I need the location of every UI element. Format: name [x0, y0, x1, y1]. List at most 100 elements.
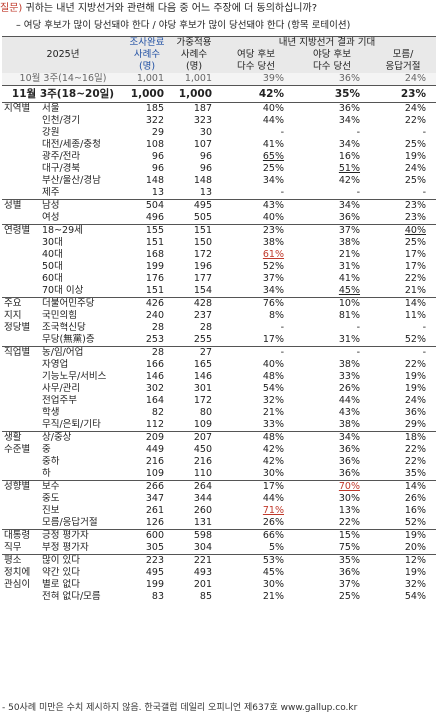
group-label — [2, 212, 40, 225]
weighted-count: 172 — [193, 249, 213, 260]
ruling-party-pct: 30% — [262, 468, 285, 479]
table-row: 하 109 110 30% 36% 35% — [2, 468, 436, 481]
group-label — [2, 151, 40, 163]
group-label — [2, 407, 40, 419]
group-label — [2, 456, 40, 468]
sample-count: 305 — [145, 542, 165, 553]
table-row: 수준별 중 449 450 42% 36% 22% — [2, 444, 436, 456]
sample-count: 199 — [145, 261, 165, 272]
ruling-party-pct: 8% — [268, 310, 285, 321]
unknown-pct: 19% — [404, 567, 427, 578]
unknown-pct: 35% — [404, 468, 427, 479]
weighted-count: 428 — [170, 297, 219, 310]
group-label — [2, 371, 40, 383]
row-label: 모름/응답거절 — [42, 517, 98, 528]
unknown-pct: 18% — [370, 431, 437, 444]
opposition-pct: 81% — [338, 310, 361, 321]
group-label: 직무 — [4, 542, 22, 553]
table-row: 여성 496 505 40% 36% 23% — [2, 212, 436, 225]
table-row: 직무 부정 평가자 305 304 5% 75% 20% — [2, 542, 436, 555]
sample-count: 166 — [145, 359, 165, 370]
group-label: 정당별 — [4, 322, 31, 333]
sample-count: 82 — [151, 407, 165, 418]
ruling-party-pct: 40% — [218, 102, 295, 115]
unknown-pct: 19% — [404, 151, 427, 162]
weighted-count: 450 — [193, 444, 213, 455]
sample-count: 426 — [124, 297, 171, 310]
weighted-count: 151 — [170, 224, 219, 237]
ruling-party-pct: 17% — [262, 334, 285, 345]
opposition-pct: 36% — [338, 212, 361, 223]
header-col-c2: 응답거절 — [370, 61, 437, 73]
sample-count: 155 — [124, 224, 171, 237]
group-label — [2, 163, 40, 175]
table-row: 제주 13 13 - - - — [2, 187, 436, 200]
opposition-pct: 37% — [294, 224, 371, 237]
weighted-count: 107 — [193, 139, 213, 150]
weighted-count: 13 — [199, 187, 213, 198]
weighted-count: 172 — [193, 395, 213, 406]
sample-count: 504 — [124, 199, 171, 212]
unknown-pct: 19% — [404, 383, 427, 394]
table-row: 광주/전라 96 96 65% 16% 19% — [2, 151, 436, 163]
total-label: 11월 3주(18~20일) — [2, 85, 125, 103]
group-label — [2, 273, 40, 285]
unknown-pct: 24% — [370, 102, 437, 115]
unknown-pct: 23% — [404, 212, 427, 223]
unknown-pct: 24% — [404, 163, 427, 174]
opposition-pct: 31% — [338, 261, 361, 272]
opposition-pct: 34% — [338, 139, 361, 150]
ruling-party-pct: 33% — [262, 419, 285, 430]
opposition-pct: 16% — [338, 151, 361, 162]
row-label: 전업주부 — [42, 395, 77, 406]
sample-count: 600 — [124, 529, 171, 542]
row-label: 보수 — [40, 480, 125, 493]
weighted-count: 493 — [193, 567, 213, 578]
unknown-pct: 25% — [404, 237, 427, 248]
header-year: 2025년 — [2, 36, 125, 73]
weighted-count: 264 — [170, 480, 219, 493]
weighted-count: 260 — [193, 505, 213, 516]
row-label: 하 — [42, 468, 51, 479]
row-label: 기능노무/서비스 — [42, 371, 107, 382]
ruling-party-pct: 71% — [262, 505, 285, 516]
opposition-pct: 45% — [338, 285, 361, 296]
row-label: 제주 — [42, 187, 60, 198]
table-row: 60대 176 177 37% 41% 22% — [2, 273, 436, 285]
opposition-pct: 22% — [338, 517, 361, 528]
weighted-count: 150 — [193, 237, 213, 248]
group-label: 성향별 — [2, 480, 40, 493]
table-row: 학생 82 80 21% 43% 36% — [2, 407, 436, 419]
unknown-pct: 22% — [404, 444, 427, 455]
row-label: 많이 있다 — [40, 554, 125, 567]
row-label: 사무/관리 — [42, 383, 81, 394]
table-row: 정당별 조국혁신당 28 28 - - - — [2, 322, 436, 334]
opposition-pct: 37% — [338, 579, 361, 590]
ruling-party-pct: 21% — [262, 407, 285, 418]
row-label: 별로 없다 — [42, 579, 80, 590]
unknown-pct: - — [370, 346, 437, 359]
weighted-count: 344 — [193, 493, 213, 504]
sample-count: 240 — [145, 310, 165, 321]
group-label — [2, 493, 40, 505]
group-label — [2, 187, 40, 200]
group-label — [2, 591, 40, 603]
opposition-pct: 34% — [294, 199, 371, 212]
total-c: 23% — [370, 85, 437, 103]
header-col-b2: 다수 당선 — [294, 61, 371, 73]
ruling-party-pct: 40% — [262, 359, 285, 370]
unknown-pct: 24% — [404, 395, 427, 406]
prev-row: 10월 3주(14~16일) 1,001 1,001 39% 36% 24% — [2, 73, 437, 86]
row-label: 40대 — [42, 249, 63, 260]
group-label — [2, 468, 40, 481]
opposition-pct: 10% — [294, 297, 371, 310]
row-label: 대구/경북 — [42, 163, 81, 174]
unknown-pct: 16% — [404, 505, 427, 516]
sample-count: 347 — [145, 493, 165, 504]
sample-count: 266 — [124, 480, 171, 493]
opposition-pct: 33% — [338, 371, 361, 382]
sample-count: 108 — [145, 139, 165, 150]
group-label — [2, 285, 40, 298]
prev-a: 39% — [218, 73, 295, 86]
unknown-pct: 26% — [404, 493, 427, 504]
